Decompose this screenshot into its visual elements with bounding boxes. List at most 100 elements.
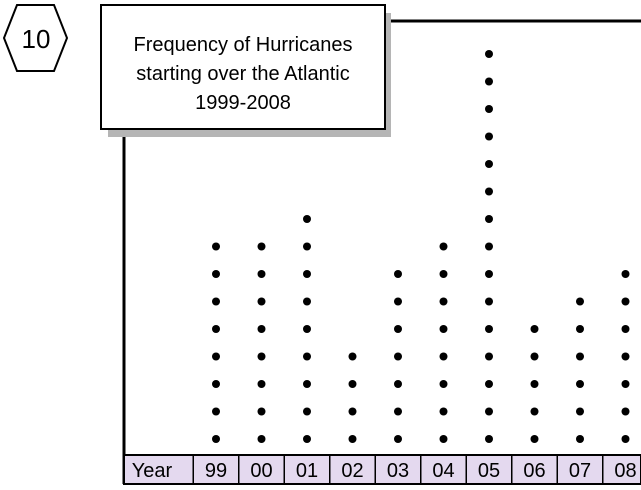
data-dot-04 xyxy=(439,242,448,251)
diamond-shape xyxy=(2,4,69,72)
data-dot-99 xyxy=(212,435,220,443)
chart-title-box: Frequency of Hurricanes starting over th… xyxy=(100,4,391,137)
data-dot-00 xyxy=(257,270,266,278)
title-box xyxy=(100,4,386,130)
data-dot-04 xyxy=(439,270,448,278)
data-dot-04 xyxy=(439,297,448,306)
data-dot-01 xyxy=(303,380,311,388)
data-dot-01 xyxy=(303,407,311,416)
data-dot-05 xyxy=(485,105,493,113)
data-dot-03 xyxy=(394,380,402,388)
data-dot-00 xyxy=(257,325,266,333)
data-dot-08 xyxy=(621,407,630,416)
data-dot-02 xyxy=(348,380,357,388)
data-dot-05 xyxy=(485,132,493,141)
x-tick-label: 00 xyxy=(250,460,272,482)
data-dot-08 xyxy=(621,325,630,333)
data-dot-00 xyxy=(257,380,266,388)
data-dot-99 xyxy=(212,407,220,416)
data-dot-99 xyxy=(212,352,220,361)
dot-columns xyxy=(212,50,630,443)
data-dot-07 xyxy=(576,435,584,443)
data-dot-04 xyxy=(439,407,448,416)
data-dot-06 xyxy=(530,407,539,416)
data-dot-08 xyxy=(621,297,630,306)
data-dot-01 xyxy=(303,215,311,223)
data-dot-08 xyxy=(621,435,630,443)
x-tick-label: 02 xyxy=(341,460,363,482)
data-dot-05 xyxy=(485,77,493,86)
data-dot-03 xyxy=(394,297,402,306)
data-dot-03 xyxy=(394,270,402,278)
data-dot-07 xyxy=(576,325,584,333)
data-dot-05 xyxy=(485,50,493,58)
x-tick-label: 07 xyxy=(569,460,591,482)
data-dot-03 xyxy=(394,435,402,443)
data-dot-05 xyxy=(485,325,493,333)
x-tick-label: 99 xyxy=(205,460,227,482)
data-dot-05 xyxy=(485,352,493,361)
x-axis-label: Year xyxy=(132,460,173,482)
data-dot-00 xyxy=(257,407,266,416)
data-dot-05 xyxy=(485,407,493,416)
data-dot-00 xyxy=(257,435,266,443)
data-dot-07 xyxy=(576,297,584,306)
data-dot-03 xyxy=(394,325,402,333)
data-dot-99 xyxy=(212,297,220,306)
data-dot-01 xyxy=(303,297,311,306)
title-line-3: 1999-2008 xyxy=(195,92,291,114)
data-dot-02 xyxy=(348,435,357,443)
data-dot-08 xyxy=(621,352,630,361)
data-dot-05 xyxy=(485,215,493,223)
x-tick-label: 03 xyxy=(387,460,409,482)
data-dot-05 xyxy=(485,297,493,306)
title-line-1: Frequency of Hurricanes xyxy=(134,34,353,56)
data-dot-08 xyxy=(621,270,630,278)
data-dot-06 xyxy=(530,325,539,333)
data-dot-99 xyxy=(212,242,220,251)
x-tick-label: 08 xyxy=(614,460,636,482)
data-dot-08 xyxy=(621,380,630,388)
data-dot-06 xyxy=(530,352,539,361)
data-dot-01 xyxy=(303,270,311,278)
data-dot-04 xyxy=(439,352,448,361)
data-dot-00 xyxy=(257,297,266,306)
data-dot-05 xyxy=(485,242,493,251)
data-dot-06 xyxy=(530,435,539,443)
data-dot-99 xyxy=(212,270,220,278)
data-dot-04 xyxy=(439,325,448,333)
data-dot-03 xyxy=(394,407,402,416)
x-tick-label: 01 xyxy=(296,460,318,482)
title-line-2: starting over the Atlantic xyxy=(136,63,349,85)
data-dot-06 xyxy=(530,380,539,388)
data-dot-00 xyxy=(257,242,266,251)
data-dot-01 xyxy=(303,352,311,361)
data-dot-07 xyxy=(576,380,584,388)
data-dot-07 xyxy=(576,352,584,361)
data-dot-01 xyxy=(303,325,311,333)
x-tick-label: 05 xyxy=(478,460,500,482)
x-axis-row: Year 99 00 01 02 03 04 05 06 07 08 xyxy=(123,454,641,485)
x-axis-band xyxy=(123,454,641,485)
data-dot-02 xyxy=(348,352,357,361)
data-dot-99 xyxy=(212,325,220,333)
data-dot-05 xyxy=(485,270,493,278)
data-dot-01 xyxy=(303,435,311,443)
data-dot-03 xyxy=(394,352,402,361)
x-tick-label: 04 xyxy=(432,460,454,482)
data-dot-05 xyxy=(485,160,493,168)
data-dot-05 xyxy=(485,435,493,443)
data-dot-02 xyxy=(348,407,357,416)
problem-number: 10 xyxy=(22,24,51,54)
data-dot-99 xyxy=(212,380,220,388)
data-dot-04 xyxy=(439,435,448,443)
problem-number-badge: 10 xyxy=(2,4,69,72)
data-dot-01 xyxy=(303,242,311,251)
data-dot-05 xyxy=(485,187,493,196)
data-dot-00 xyxy=(257,352,266,361)
data-dot-05 xyxy=(485,380,493,388)
data-dot-07 xyxy=(576,407,584,416)
x-tick-label: 06 xyxy=(523,460,545,482)
